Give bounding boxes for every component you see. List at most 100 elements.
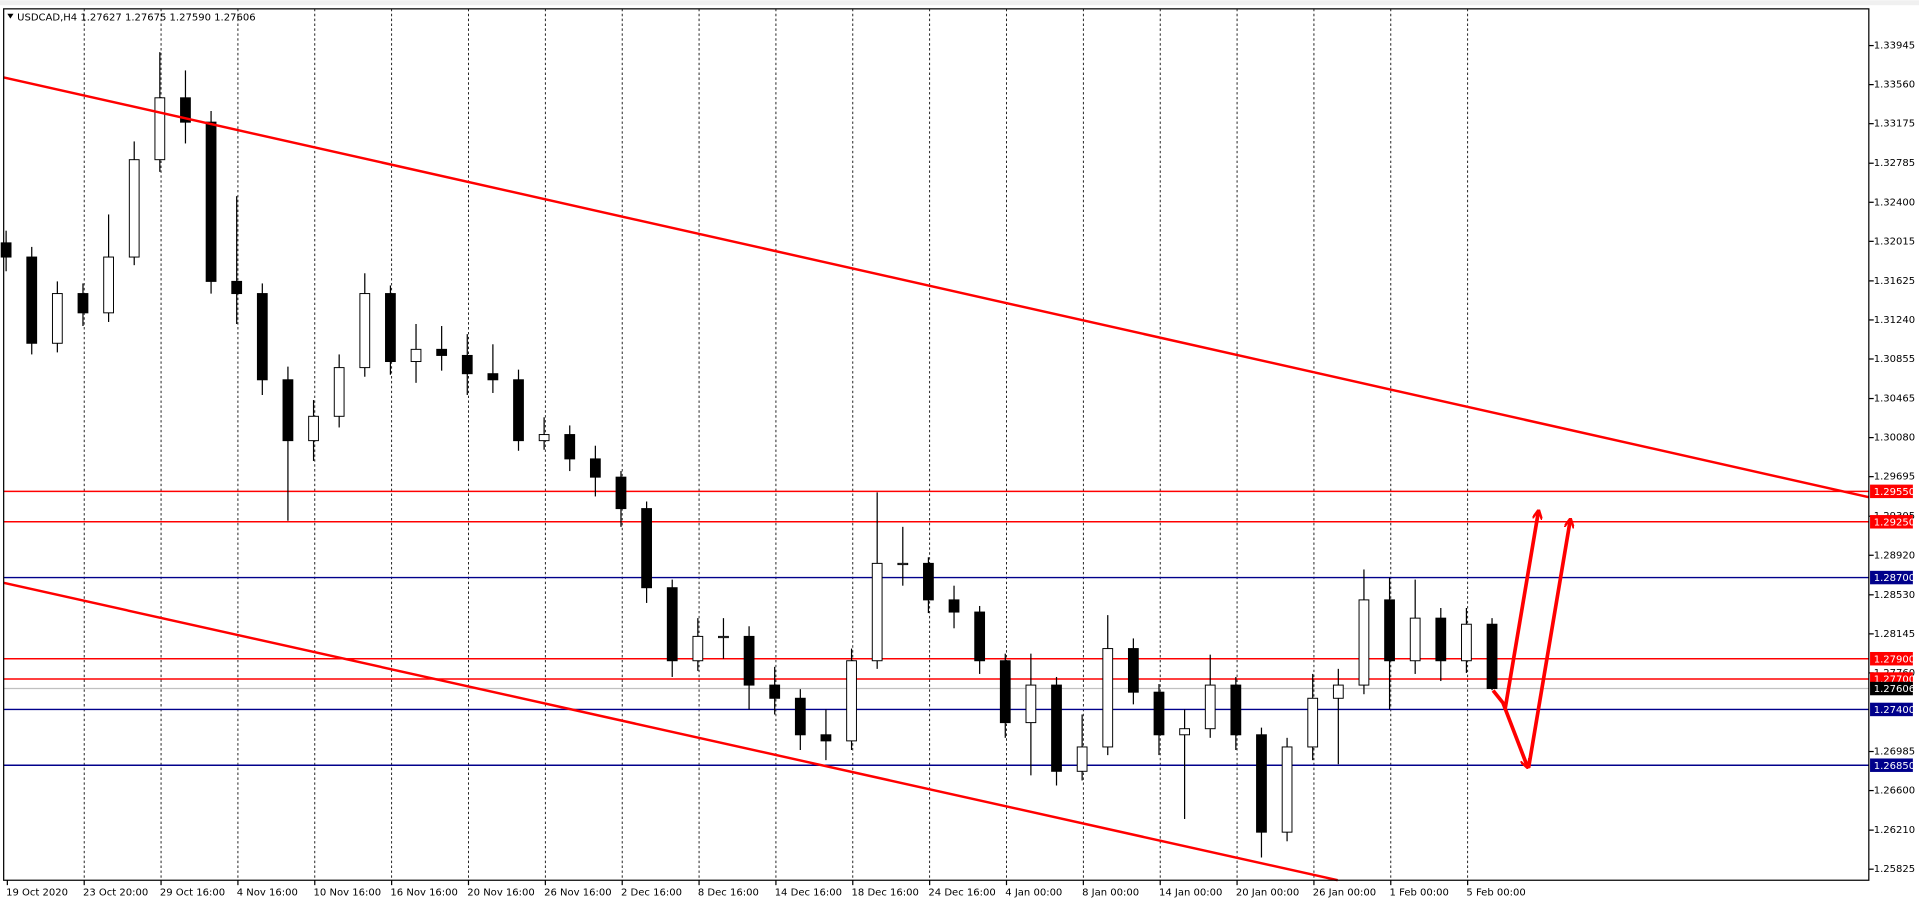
y-tick-label: 1.30080 xyxy=(1874,433,1915,444)
y-tick-label: 1.32015 xyxy=(1874,236,1915,247)
level-label: 1.27700 xyxy=(1874,675,1915,686)
y-tick-label: 1.28145 xyxy=(1874,629,1915,640)
y-tick-label: 1.33175 xyxy=(1874,119,1915,130)
x-tick-label: 26 Nov 16:00 xyxy=(544,887,612,898)
y-tick-label: 1.31240 xyxy=(1874,315,1915,326)
x-tick-label: 14 Dec 16:00 xyxy=(775,887,842,898)
axis-layer: 1.33945 1.33560 1.33175 1.32785 1.32400 1.320… xyxy=(6,41,1915,899)
x-tick-label: 20 Nov 16:00 xyxy=(467,887,535,898)
candle-body xyxy=(974,611,986,662)
candle-body xyxy=(846,660,857,742)
plot-frame xyxy=(3,8,1870,881)
y-tick-label: 1.29695 xyxy=(1874,472,1915,483)
x-tick-label: 14 Jan 00:00 xyxy=(1159,887,1222,898)
levels-layer xyxy=(3,490,1869,766)
forecast-arrows xyxy=(1491,512,1571,768)
x-tick-label: 18 Dec 16:00 xyxy=(852,887,919,898)
candle-body xyxy=(718,635,729,639)
candle-body xyxy=(923,562,934,601)
y-tick-label: 1.33945 xyxy=(1874,41,1915,52)
candle-body xyxy=(103,256,114,314)
candle-body xyxy=(1051,684,1062,772)
x-tick-label: 5 Feb 00:00 xyxy=(1466,887,1525,898)
level-label-box xyxy=(1870,570,1913,585)
trendlines xyxy=(3,76,1870,882)
candle-body xyxy=(1409,617,1421,662)
candle-body xyxy=(666,587,678,662)
y-tick-label: 1.32785 xyxy=(1874,158,1915,169)
x-tick-label: 16 Nov 16:00 xyxy=(390,887,458,898)
x-tick-label: 8 Jan 00:00 xyxy=(1082,887,1139,898)
y-tick-label: 1.25825 xyxy=(1874,864,1915,875)
candle-body xyxy=(128,159,140,258)
candle-body xyxy=(282,379,294,442)
level-label-box xyxy=(1870,758,1913,772)
candle-body xyxy=(410,348,422,363)
candle-body xyxy=(897,562,909,566)
candle-body xyxy=(1127,648,1139,693)
candle-body xyxy=(769,684,781,699)
candle-body xyxy=(205,121,217,282)
candle-body xyxy=(615,476,627,510)
candle-body xyxy=(1332,684,1344,699)
candle-body xyxy=(871,562,883,662)
y-tick-label: 1.33560 xyxy=(1874,80,1915,91)
y-tick-label: 1.26600 xyxy=(1874,786,1915,797)
candle-body xyxy=(641,508,652,589)
candle-body xyxy=(256,293,268,381)
candle-body xyxy=(436,348,448,356)
x-tick-label: 26 Jan 00:00 xyxy=(1313,887,1376,898)
candle-body xyxy=(0,242,12,258)
candle-body xyxy=(1204,684,1216,730)
upper-trendline xyxy=(3,76,1870,499)
y-tick-label: 1.30855 xyxy=(1874,354,1915,365)
x-tick-label: 4 Jan 00:00 xyxy=(1005,887,1062,898)
candle-body xyxy=(26,256,38,344)
candle-body xyxy=(51,293,63,344)
candle-body xyxy=(1486,623,1498,690)
candle-body xyxy=(1076,746,1088,772)
candle-body xyxy=(1025,684,1037,724)
level-label: 1.27400 xyxy=(1874,705,1915,716)
candle-body xyxy=(1153,691,1165,736)
y-tick-label: 1.30465 xyxy=(1874,394,1915,405)
candle-body xyxy=(359,293,371,369)
level-label-box xyxy=(1870,651,1913,666)
lower-trendline xyxy=(3,581,1338,882)
level-label: 1.29250 xyxy=(1874,517,1915,528)
candle-body xyxy=(1256,734,1267,833)
x-tick-label: 4 Nov 16:00 xyxy=(237,887,298,898)
candle-body xyxy=(948,599,960,613)
arrow-down xyxy=(1491,689,1527,767)
candle-body xyxy=(589,458,601,478)
arrow-up xyxy=(1526,520,1571,768)
candle-body xyxy=(1281,746,1293,833)
candle-body xyxy=(1230,684,1242,736)
candle-body xyxy=(154,97,166,161)
candle-body xyxy=(1358,599,1370,686)
candle-body xyxy=(385,293,396,363)
level-label: 1.29550 xyxy=(1874,487,1915,498)
candle-body xyxy=(1179,728,1190,736)
y-tick-label: 1.26985 xyxy=(1874,747,1915,758)
candle-body xyxy=(180,97,191,123)
chart-title: USDCAD,H4 1.27627 1.27675 1.27590 1.2760… xyxy=(17,12,255,23)
x-tick-label: 29 Oct 16:00 xyxy=(160,887,225,898)
candle-body xyxy=(333,367,345,417)
current-price-label: 1.27606 xyxy=(1874,684,1915,695)
level-label-box xyxy=(1870,515,1913,529)
y-tick-label: 1.31625 xyxy=(1874,276,1915,287)
menu-triangle xyxy=(7,13,14,19)
y-tick-label: 1.28920 xyxy=(1874,550,1915,561)
candle-body xyxy=(692,635,704,662)
y-tick-label: 1.26210 xyxy=(1874,825,1915,836)
candle-body xyxy=(77,293,89,314)
candle-body xyxy=(794,697,806,736)
x-tick-label: 8 Dec 16:00 xyxy=(698,887,759,898)
candle-body xyxy=(1461,623,1472,662)
candle-body xyxy=(564,434,576,460)
y-tick-label: 1.28530 xyxy=(1874,590,1915,601)
x-tick-label: 20 Jan 00:00 xyxy=(1236,887,1299,898)
candle-body xyxy=(1307,697,1319,748)
